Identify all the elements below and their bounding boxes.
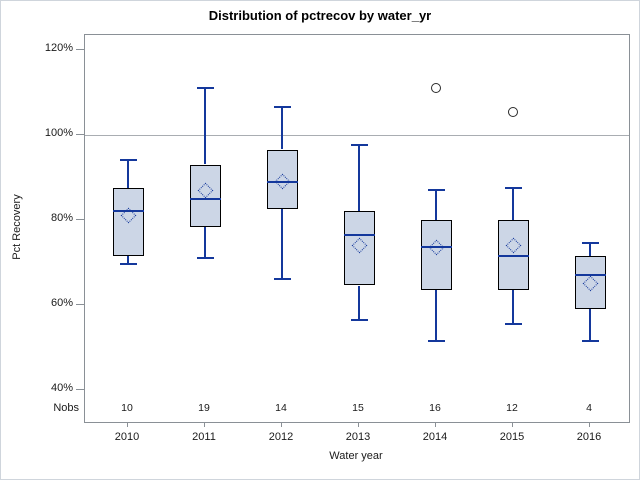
upper-whisker	[127, 160, 129, 188]
box-2016	[574, 256, 606, 309]
whisker-cap-max	[196, 87, 214, 89]
x-axis-tick	[435, 422, 436, 427]
y-axis-tick-label: 100%	[44, 127, 73, 139]
x-axis-category-label: 2013	[345, 431, 371, 443]
x-axis-category-label: 2010	[114, 431, 140, 443]
box-2014	[420, 220, 452, 290]
median-line	[189, 198, 221, 200]
median-line	[497, 255, 529, 257]
y-axis-tick	[76, 389, 84, 390]
lower-whisker	[281, 209, 283, 279]
whisker-cap-min	[350, 319, 368, 321]
lower-whisker	[589, 309, 591, 341]
median-line	[574, 274, 606, 276]
upper-whisker	[589, 243, 591, 256]
whisker-cap-max	[427, 189, 445, 191]
nobs-value: 16	[429, 402, 441, 414]
whisker-cap-min	[273, 278, 291, 280]
whisker-cap-max	[504, 187, 522, 189]
whisker-cap-max	[273, 106, 291, 108]
median-line	[266, 181, 298, 183]
y-axis-title: Pct Recovery	[11, 194, 23, 260]
x-axis-tick	[589, 422, 590, 427]
whisker-cap-max	[581, 242, 599, 244]
upper-whisker	[281, 107, 283, 149]
y-axis-tick-label: 40%	[50, 382, 73, 394]
x-axis-category-label: 2015	[499, 431, 525, 443]
upper-whisker	[512, 188, 514, 220]
box-2010	[112, 188, 144, 256]
whisker-cap-min	[581, 340, 599, 342]
lower-whisker	[512, 290, 514, 324]
median-line	[343, 234, 375, 236]
y-axis-tick	[76, 219, 84, 220]
nobs-value: 12	[506, 402, 518, 414]
nobs-value: 4	[586, 402, 592, 414]
x-axis-category-label: 2016	[576, 431, 602, 443]
nobs-row-label: Nobs	[53, 402, 79, 414]
y-axis-tick-label: 80%	[50, 212, 73, 224]
x-axis-title: Water year	[329, 450, 383, 462]
whisker-cap-min	[504, 323, 522, 325]
y-axis-tick-label: 60%	[50, 297, 73, 309]
box-2012	[266, 150, 298, 209]
x-axis-category-label: 2014	[422, 431, 448, 443]
box-2011	[189, 165, 221, 227]
lower-whisker	[204, 226, 206, 258]
upper-whisker	[358, 145, 360, 211]
nobs-value: 15	[352, 402, 364, 414]
y-axis-tick	[76, 134, 84, 135]
median-line	[112, 210, 144, 212]
nobs-value: 14	[275, 402, 287, 414]
outlier-point	[431, 83, 442, 93]
whisker-cap-max	[119, 159, 137, 161]
nobs-value: 19	[198, 402, 210, 414]
whisker-cap-min	[119, 263, 137, 265]
chart-title: Distribution of pctrecov by water_yr	[208, 8, 432, 23]
lower-whisker	[435, 290, 437, 341]
whisker-cap-min	[196, 257, 214, 259]
lower-whisker	[358, 286, 360, 320]
y-axis-tick	[76, 304, 84, 305]
x-axis-tick	[127, 422, 128, 427]
median-line	[420, 246, 452, 248]
whisker-cap-min	[427, 340, 445, 342]
x-axis-tick	[512, 422, 513, 427]
y-axis-tick-label: 120%	[44, 42, 73, 54]
plot-area	[84, 34, 630, 423]
upper-whisker	[435, 190, 437, 220]
x-axis-category-label: 2011	[192, 431, 216, 443]
nobs-value: 10	[121, 402, 133, 414]
upper-whisker	[204, 88, 206, 164]
y-axis-tick	[76, 49, 84, 50]
box-2013	[343, 211, 375, 285]
whisker-cap-max	[350, 144, 368, 146]
x-axis-tick	[358, 422, 359, 427]
x-axis-category-label: 2012	[268, 431, 294, 443]
outlier-point	[508, 107, 519, 117]
x-axis-tick	[204, 422, 205, 427]
lower-whisker	[127, 256, 129, 264]
x-axis-tick	[281, 422, 282, 427]
reference-line-100pct	[85, 135, 629, 136]
